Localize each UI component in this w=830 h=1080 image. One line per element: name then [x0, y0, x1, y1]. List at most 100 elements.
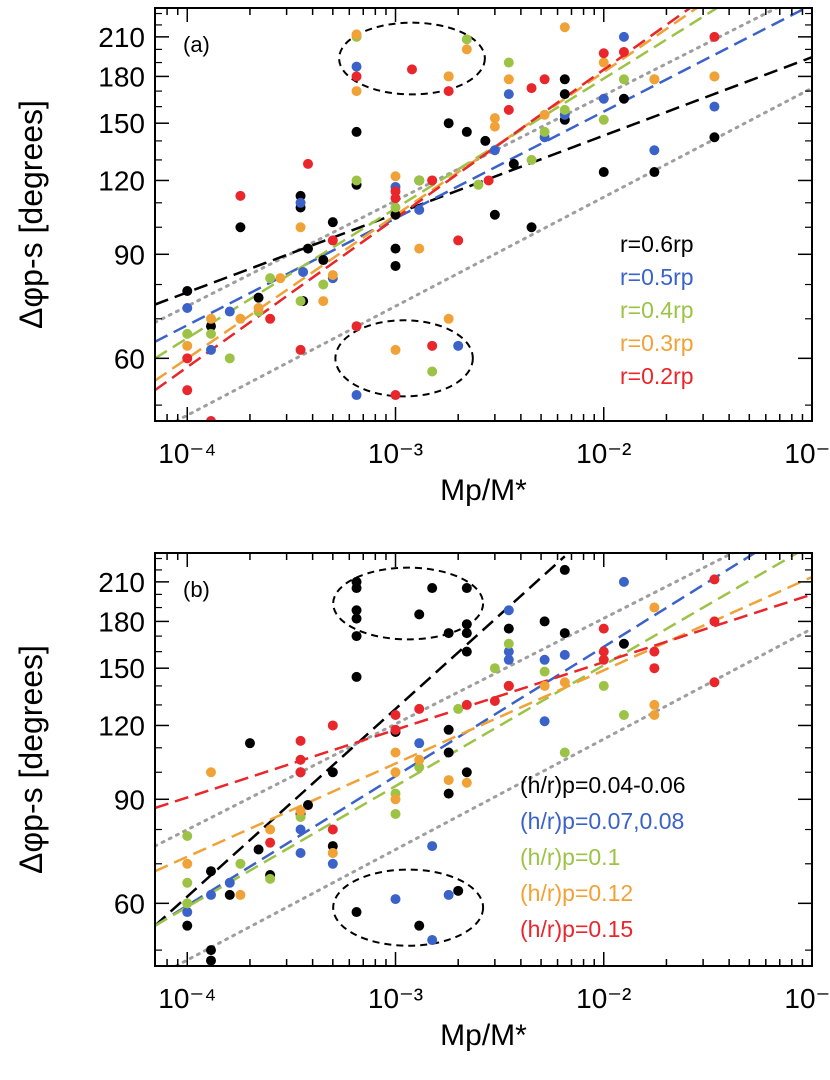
panel-a-fit-line-r-0-4rp: [155, 8, 720, 360]
panel-b-fit-line-h-r-p-0-15: [155, 593, 812, 810]
panel-a-point-r-0-5rp-1: [205, 344, 216, 355]
panel-b-point-h-r-p-0-1-7: [390, 808, 401, 819]
panel-a-ytick-label: 90: [114, 239, 145, 270]
panel-b-ytick-label: 120: [98, 710, 145, 741]
panel-a-tag: (a): [183, 32, 210, 57]
panel-b-point-h-r-p-0-15-10: [489, 696, 500, 707]
panel-b-point-h-r-p-0-04-0-06-14: [351, 583, 362, 594]
panel-a-ylabel-text: Δφp-s [degrees]: [13, 100, 49, 329]
panel-a-point-r-0-4rp-5: [295, 296, 306, 307]
panel-b-point-h-r-p-0-12-5: [327, 848, 338, 859]
panel-a-point-r-0-4rp-13: [461, 34, 472, 45]
panel-b-plot-area: [155, 553, 812, 966]
panel-a-point-r-0-3rp-17: [489, 113, 500, 124]
panel-a-point-r-0-6rp-16: [443, 118, 454, 129]
panel-a-point-r-0-6rp-27: [649, 167, 660, 178]
panel-b-point-h-r-p-0-04-0-06-38: [559, 628, 570, 639]
panel-a-point-r-0-2rp-18: [483, 175, 494, 186]
panel-a-point-r-0-2rp-13: [406, 64, 417, 75]
panel-b-point-h-r-p-0-15-15: [649, 646, 660, 657]
panel-b-point-h-r-p-0-12-14: [559, 677, 570, 688]
panel-b-point-h-r-p-0-12-8: [390, 747, 401, 758]
panel-a-point-r-0-3rp-21: [559, 22, 570, 33]
panel-a-ytick-label: 120: [98, 165, 145, 196]
panel-a-point-r-0-6rp-0: [182, 286, 193, 297]
panel-b-point-h-r-p-0-07-0-08-3: [295, 848, 306, 859]
panel-a-point-r-0-2rp-17: [453, 235, 464, 246]
panel-a-point-r-0-3rp-22: [598, 57, 609, 68]
panel-b-xtick-label: 10⁻²: [576, 983, 631, 1014]
panel-b-point-h-r-p-0-04-0-06-26: [443, 747, 454, 758]
panel-a-legend-entry-r-0-5rp: r=0.5rp: [620, 264, 694, 290]
panel-b-ylabel-text: Δφp-s [degrees]: [13, 645, 49, 874]
panel-a-point-r-0-4rp-4: [265, 273, 276, 284]
panel-b-point-h-r-p-0-04-0-06-10: [302, 800, 313, 811]
panel-a-point-r-0-3rp-12: [414, 243, 425, 254]
panel-b-ytick-label: 90: [114, 784, 145, 815]
panel-a-point-r-0-6rp-4: [295, 190, 306, 201]
panel-a-point-r-0-6rp-28: [709, 132, 720, 143]
panel-b-point-h-r-p-0-15-7: [390, 724, 401, 735]
panel-a-point-r-0-4rp-8: [351, 175, 362, 186]
panel-b-legend-entry-h-r-p-0-04-0-06: (h/r)p=0.04-0.06: [520, 772, 686, 798]
panel-a-point-r-0-5rp-7: [351, 390, 362, 401]
panel-a-point-r-0-5rp-3: [295, 197, 306, 208]
panel-b-point-h-r-p-0-15-14: [598, 654, 609, 665]
panel-a-point-r-0-2rp-20: [526, 83, 537, 94]
panel-b-point-h-r-p-0-07-0-08-9: [443, 889, 454, 900]
panel-a-xtick-label: 10⁻³: [368, 438, 423, 469]
panel-b-xtick-label: 10⁻¹: [784, 983, 830, 1014]
panel-b-point-h-r-p-0-15-18: [709, 616, 720, 627]
panel-b-point-h-r-p-0-04-0-06-24: [443, 628, 454, 639]
panel-a-point-r-0-6rp-25: [598, 167, 609, 178]
panel-b-outlier-ellipse-2: [332, 868, 485, 947]
panel-b-point-h-r-p-0-04-0-06-32: [461, 646, 472, 657]
panel-b-point-h-r-p-0-12-7: [390, 767, 401, 778]
panel-a-point-r-0-3rp-20: [539, 109, 550, 120]
panel-b-point-h-r-p-0-07-0-08-17: [618, 576, 629, 587]
panel-b-point-h-r-p-0-07-0-08-2: [224, 877, 235, 888]
panel-a-point-r-0-2rp-5: [295, 344, 306, 355]
panel-b-point-h-r-p-0-12-9: [414, 754, 425, 765]
panel-a-point-r-0-2rp-23: [618, 46, 629, 57]
panel-a-point-r-0-2rp-9: [351, 321, 362, 332]
panel-b-point-h-r-p-0-15-6: [390, 709, 401, 720]
panel-a-point-r-0-4rp-9: [390, 202, 401, 213]
panel-a-point-r-0-4rp-0: [182, 328, 193, 339]
panel-a-point-r-0-6rp-19: [489, 209, 500, 220]
panel-a-point-r-0-6rp-20: [508, 158, 519, 169]
panel-a-point-r-0-4rp-11: [427, 366, 438, 377]
panel-b-point-h-r-p-0-1-2: [182, 898, 193, 909]
panel-a-bound-line-2: [173, 86, 812, 421]
panel-a-point-r-0-6rp-2: [235, 222, 246, 233]
panel-a-point-r-0-5rp-0: [182, 303, 193, 314]
panel-a-point-r-0-3rp-1: [205, 313, 216, 324]
panel-b-point-h-r-p-0-15-19: [709, 677, 720, 688]
panel-a-fit-line-r-0-5rp: [155, 8, 809, 343]
panel-b-point-h-r-p-0-12-2: [235, 889, 246, 900]
panel-b-legend-entry-h-r-p-0-15: (h/r)p=0.15: [520, 916, 633, 942]
panel-a-point-r-0-4rp-17: [539, 126, 550, 137]
panel-a-point-r-0-2rp-1: [182, 385, 193, 396]
panel-b-legend-entry-h-r-p-0-1: (h/r)p=0.1: [520, 844, 620, 870]
panel-a-point-r-0-6rp-7: [302, 243, 313, 254]
panel-b-point-h-r-p-0-04-0-06-23: [427, 583, 438, 594]
panel-b-point-h-r-p-0-15-2: [295, 767, 306, 778]
panel-b-point-h-r-p-0-04-0-06-5: [244, 738, 255, 749]
panel-a-point-r-0-6rp-23: [559, 89, 570, 100]
panel-b-point-h-r-p-0-04-0-06-0: [182, 920, 193, 931]
panel-b-ytick-label: 150: [98, 653, 145, 684]
panel-b-point-h-r-p-0-12-13: [539, 680, 550, 691]
panel-a-point-r-0-3rp-14: [443, 71, 454, 82]
panel-b-fit-line-h-r-p-0-12: [155, 575, 812, 873]
panel-a-point-r-0-3rp-24: [709, 71, 720, 82]
panel-b-point-h-r-p-0-04-0-06-17: [351, 631, 362, 642]
panel-b-point-h-r-p-0-07-0-08-12: [503, 654, 514, 665]
panel-b-point-h-r-p-0-1-1: [182, 877, 193, 888]
panel-a-legend-entry-r-0-6rp: r=0.6rp: [620, 231, 694, 257]
panel-b-point-h-r-p-0-04-0-06-19: [351, 907, 362, 918]
panel-a-fit-line-r-0-2rp: [155, 8, 693, 392]
panel-a-ylabel: Δφp-s [degrees]: [13, 100, 49, 329]
panel-b-legend-entry-h-r-p-0-12: (h/r)p=0.12: [520, 880, 633, 906]
